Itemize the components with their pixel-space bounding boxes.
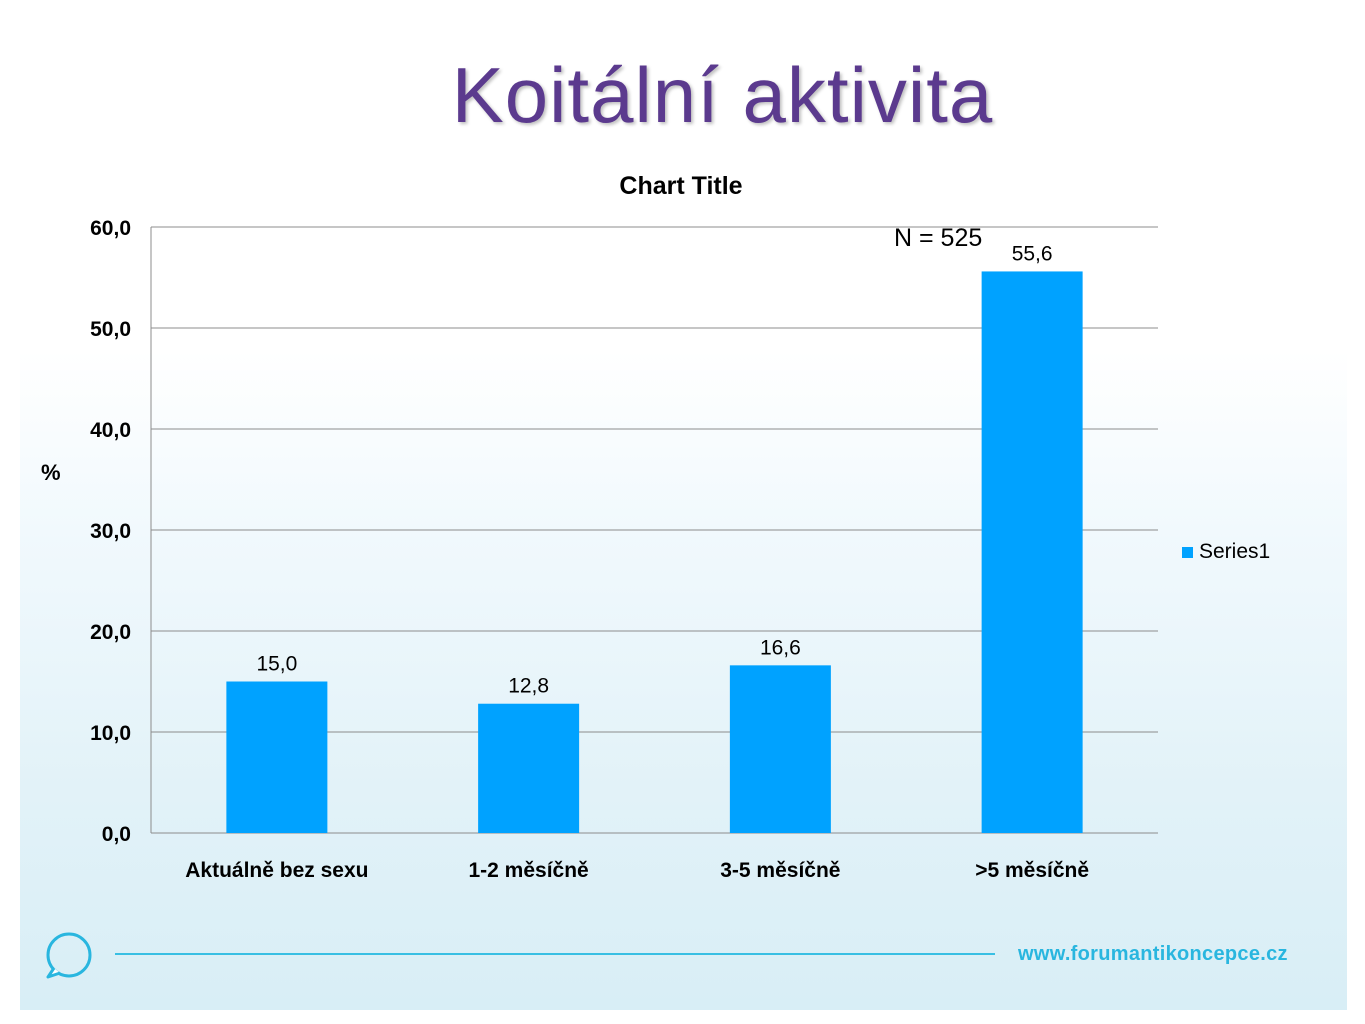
x-tick-label: 1-2 měsíčně [469,859,589,882]
speech-bubble-icon [46,932,92,979]
sample-size-annotation: N = 525 [894,224,983,252]
y-tick-label: 50,0 [90,318,131,341]
bar [981,271,1083,833]
y-tick-label: 30,0 [90,520,131,543]
y-axis-label: % [41,460,61,485]
footer-divider [115,953,995,955]
y-tick-label: 60,0 [90,217,131,240]
x-tick-label: 3-5 měsíčně [720,859,840,882]
x-tick-label: Aktuálně bez sexu [185,859,368,882]
y-tick-label: 40,0 [90,419,131,442]
y-tick-label: 10,0 [90,722,131,745]
x-tick-label: >5 měsíčně [975,859,1089,882]
data-label: 15,0 [256,653,297,676]
y-tick-label: 0,0 [102,823,131,846]
legend: Series1 [1182,540,1270,564]
data-label: 16,6 [760,636,801,659]
legend-swatch [1182,546,1193,558]
data-label: 55,6 [1012,242,1053,265]
slide-background [20,10,1347,1010]
bar [226,681,328,833]
bar [729,665,831,833]
y-tick-label: 20,0 [90,621,131,644]
data-label: 12,8 [508,675,549,698]
footer-url: www.forumantikoncepce.cz [1018,943,1288,965]
slide-title: Koitální aktivita [451,51,994,139]
bar [478,703,580,833]
chart-title: Chart Title [619,172,743,200]
legend-label: Series1 [1199,540,1271,563]
